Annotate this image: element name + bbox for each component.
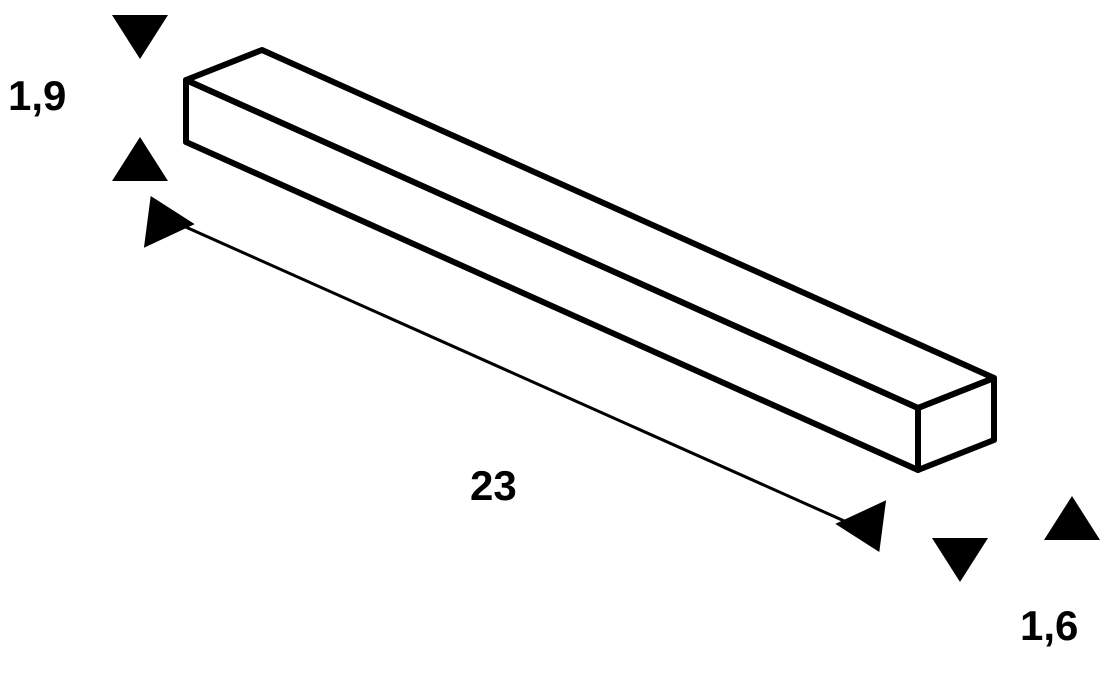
dim-height-arrow-down-icon	[112, 15, 168, 59]
dim-width-arrow-down-icon	[932, 538, 988, 582]
dim-length-arrow-start-icon	[125, 184, 194, 248]
dimension-diagram: 1,9 23 1,6	[0, 0, 1120, 700]
dim-width-label: 1,6	[1020, 602, 1078, 649]
dim-length-arrow-end-icon	[835, 500, 904, 564]
dim-width-arrow-up-icon	[1044, 496, 1100, 540]
dim-length-label: 23	[470, 462, 517, 509]
bar-top-face	[186, 50, 994, 408]
dim-height-arrow-up-icon	[112, 137, 168, 181]
bar-end-face	[918, 378, 994, 470]
dim-height-label: 1,9	[8, 72, 66, 119]
